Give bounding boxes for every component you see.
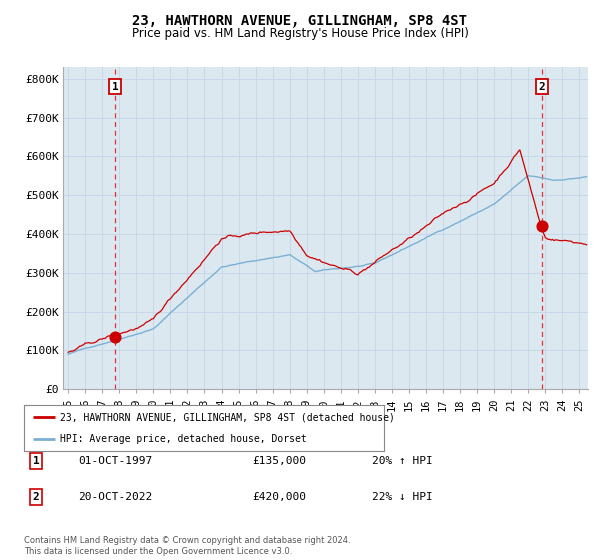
Text: Price paid vs. HM Land Registry's House Price Index (HPI): Price paid vs. HM Land Registry's House … (131, 27, 469, 40)
Text: 22% ↓ HPI: 22% ↓ HPI (372, 492, 433, 502)
Text: £420,000: £420,000 (252, 492, 306, 502)
Text: 01-OCT-1997: 01-OCT-1997 (78, 456, 152, 466)
Text: 23, HAWTHORN AVENUE, GILLINGHAM, SP8 4ST: 23, HAWTHORN AVENUE, GILLINGHAM, SP8 4ST (133, 14, 467, 28)
Text: 1: 1 (32, 456, 40, 466)
Text: 2: 2 (539, 82, 545, 92)
Point (537, 222, 547, 231)
Text: HPI: Average price, detached house, Dorset: HPI: Average price, detached house, Dors… (60, 435, 307, 444)
Text: 20% ↑ HPI: 20% ↑ HPI (372, 456, 433, 466)
Text: 1: 1 (112, 82, 118, 92)
Text: 20-OCT-2022: 20-OCT-2022 (78, 492, 152, 502)
Text: 23, HAWTHORN AVENUE, GILLINGHAM, SP8 4ST (detached house): 23, HAWTHORN AVENUE, GILLINGHAM, SP8 4ST… (60, 412, 395, 422)
Text: Contains HM Land Registry data © Crown copyright and database right 2024.
This d: Contains HM Land Registry data © Crown c… (24, 536, 350, 556)
Point (110, 332, 120, 341)
Text: £135,000: £135,000 (252, 456, 306, 466)
Text: 2: 2 (32, 492, 40, 502)
